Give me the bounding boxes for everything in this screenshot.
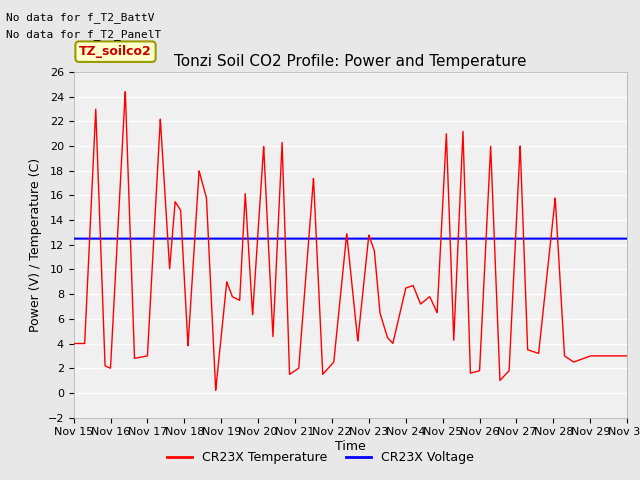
X-axis label: Time: Time (335, 440, 366, 453)
Y-axis label: Power (V) / Temperature (C): Power (V) / Temperature (C) (29, 158, 42, 332)
Text: TZ_soilco2: TZ_soilco2 (79, 45, 152, 58)
Text: No data for f_T2_BattV: No data for f_T2_BattV (6, 12, 155, 23)
Legend: CR23X Temperature, CR23X Voltage: CR23X Temperature, CR23X Voltage (161, 446, 479, 469)
Title: Tonzi Soil CO2 Profile: Power and Temperature: Tonzi Soil CO2 Profile: Power and Temper… (174, 54, 527, 70)
Text: No data for f_T2_PanelT: No data for f_T2_PanelT (6, 29, 162, 40)
